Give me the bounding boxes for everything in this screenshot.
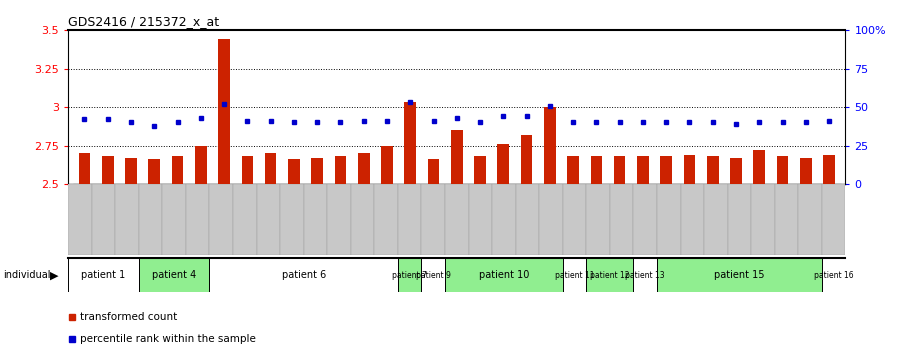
Bar	[515, 184, 539, 255]
Bar	[163, 184, 186, 255]
Bar	[327, 184, 351, 255]
Bar	[567, 156, 579, 184]
Bar	[195, 145, 206, 184]
Bar	[92, 184, 115, 255]
Bar	[704, 184, 727, 255]
Bar	[115, 184, 139, 255]
Bar	[800, 158, 812, 184]
Bar	[586, 184, 610, 255]
Bar	[68, 184, 92, 255]
Bar	[451, 130, 463, 184]
Bar	[398, 258, 422, 292]
Bar	[139, 258, 209, 292]
Bar	[351, 184, 375, 255]
Bar	[312, 158, 323, 184]
Text: patient 11: patient 11	[554, 271, 594, 280]
Text: patient 16: patient 16	[814, 271, 854, 280]
Bar	[242, 156, 254, 184]
Text: individual: individual	[3, 270, 50, 280]
Bar	[335, 156, 346, 184]
Bar	[256, 184, 280, 255]
Bar	[544, 107, 555, 184]
Text: patient 1: patient 1	[82, 270, 125, 280]
Bar	[445, 184, 468, 255]
Bar	[445, 258, 563, 292]
Text: GDS2416 / 215372_x_at: GDS2416 / 215372_x_at	[68, 15, 219, 28]
Bar	[727, 184, 751, 255]
Bar	[822, 258, 845, 292]
Bar	[265, 153, 276, 184]
Bar	[563, 258, 586, 292]
Bar	[563, 184, 586, 255]
Bar	[422, 184, 445, 255]
Bar	[776, 156, 788, 184]
Bar	[824, 155, 834, 184]
Bar	[209, 258, 398, 292]
Bar	[381, 145, 393, 184]
Bar	[358, 153, 370, 184]
Bar	[637, 156, 649, 184]
Text: patient 10: patient 10	[479, 270, 529, 280]
Bar	[591, 156, 602, 184]
Bar	[730, 158, 742, 184]
Bar	[304, 184, 327, 255]
Text: patient 9: patient 9	[415, 271, 451, 280]
Bar	[125, 158, 137, 184]
Bar	[610, 184, 634, 255]
Bar	[68, 258, 139, 292]
Text: patient 6: patient 6	[282, 270, 325, 280]
Bar	[398, 184, 422, 255]
Bar	[148, 159, 160, 184]
Bar	[172, 156, 184, 184]
Text: transformed count: transformed count	[80, 312, 176, 322]
Bar	[218, 39, 230, 184]
Bar	[774, 184, 798, 255]
Bar	[102, 156, 114, 184]
Bar	[428, 159, 439, 184]
Bar	[751, 184, 774, 255]
Bar	[798, 184, 822, 255]
Bar	[288, 159, 300, 184]
Bar	[186, 184, 209, 255]
Bar	[139, 184, 163, 255]
Bar	[681, 184, 704, 255]
Bar	[614, 156, 625, 184]
Text: patient 12: patient 12	[590, 271, 630, 280]
Bar	[657, 184, 681, 255]
Bar	[634, 184, 657, 255]
Bar	[660, 156, 672, 184]
Bar	[209, 184, 233, 255]
Bar	[707, 156, 718, 184]
Bar	[474, 156, 485, 184]
Bar	[521, 135, 533, 184]
Bar	[539, 184, 563, 255]
Bar	[822, 184, 845, 255]
Bar	[754, 150, 765, 184]
Bar	[497, 144, 509, 184]
Text: patient 13: patient 13	[625, 271, 665, 280]
Bar	[79, 153, 90, 184]
Bar	[657, 258, 822, 292]
Text: percentile rank within the sample: percentile rank within the sample	[80, 334, 255, 344]
Bar	[405, 102, 416, 184]
Bar	[233, 184, 256, 255]
Text: patient 15: patient 15	[714, 270, 764, 280]
Bar	[375, 184, 398, 255]
Bar	[492, 184, 515, 255]
Text: patient 7: patient 7	[392, 271, 427, 280]
Text: ▶: ▶	[50, 270, 58, 280]
Bar	[586, 258, 634, 292]
Bar	[684, 155, 695, 184]
Bar	[468, 184, 492, 255]
Bar	[634, 258, 657, 292]
Bar	[422, 258, 445, 292]
Bar	[280, 184, 304, 255]
Text: patient 4: patient 4	[152, 270, 196, 280]
